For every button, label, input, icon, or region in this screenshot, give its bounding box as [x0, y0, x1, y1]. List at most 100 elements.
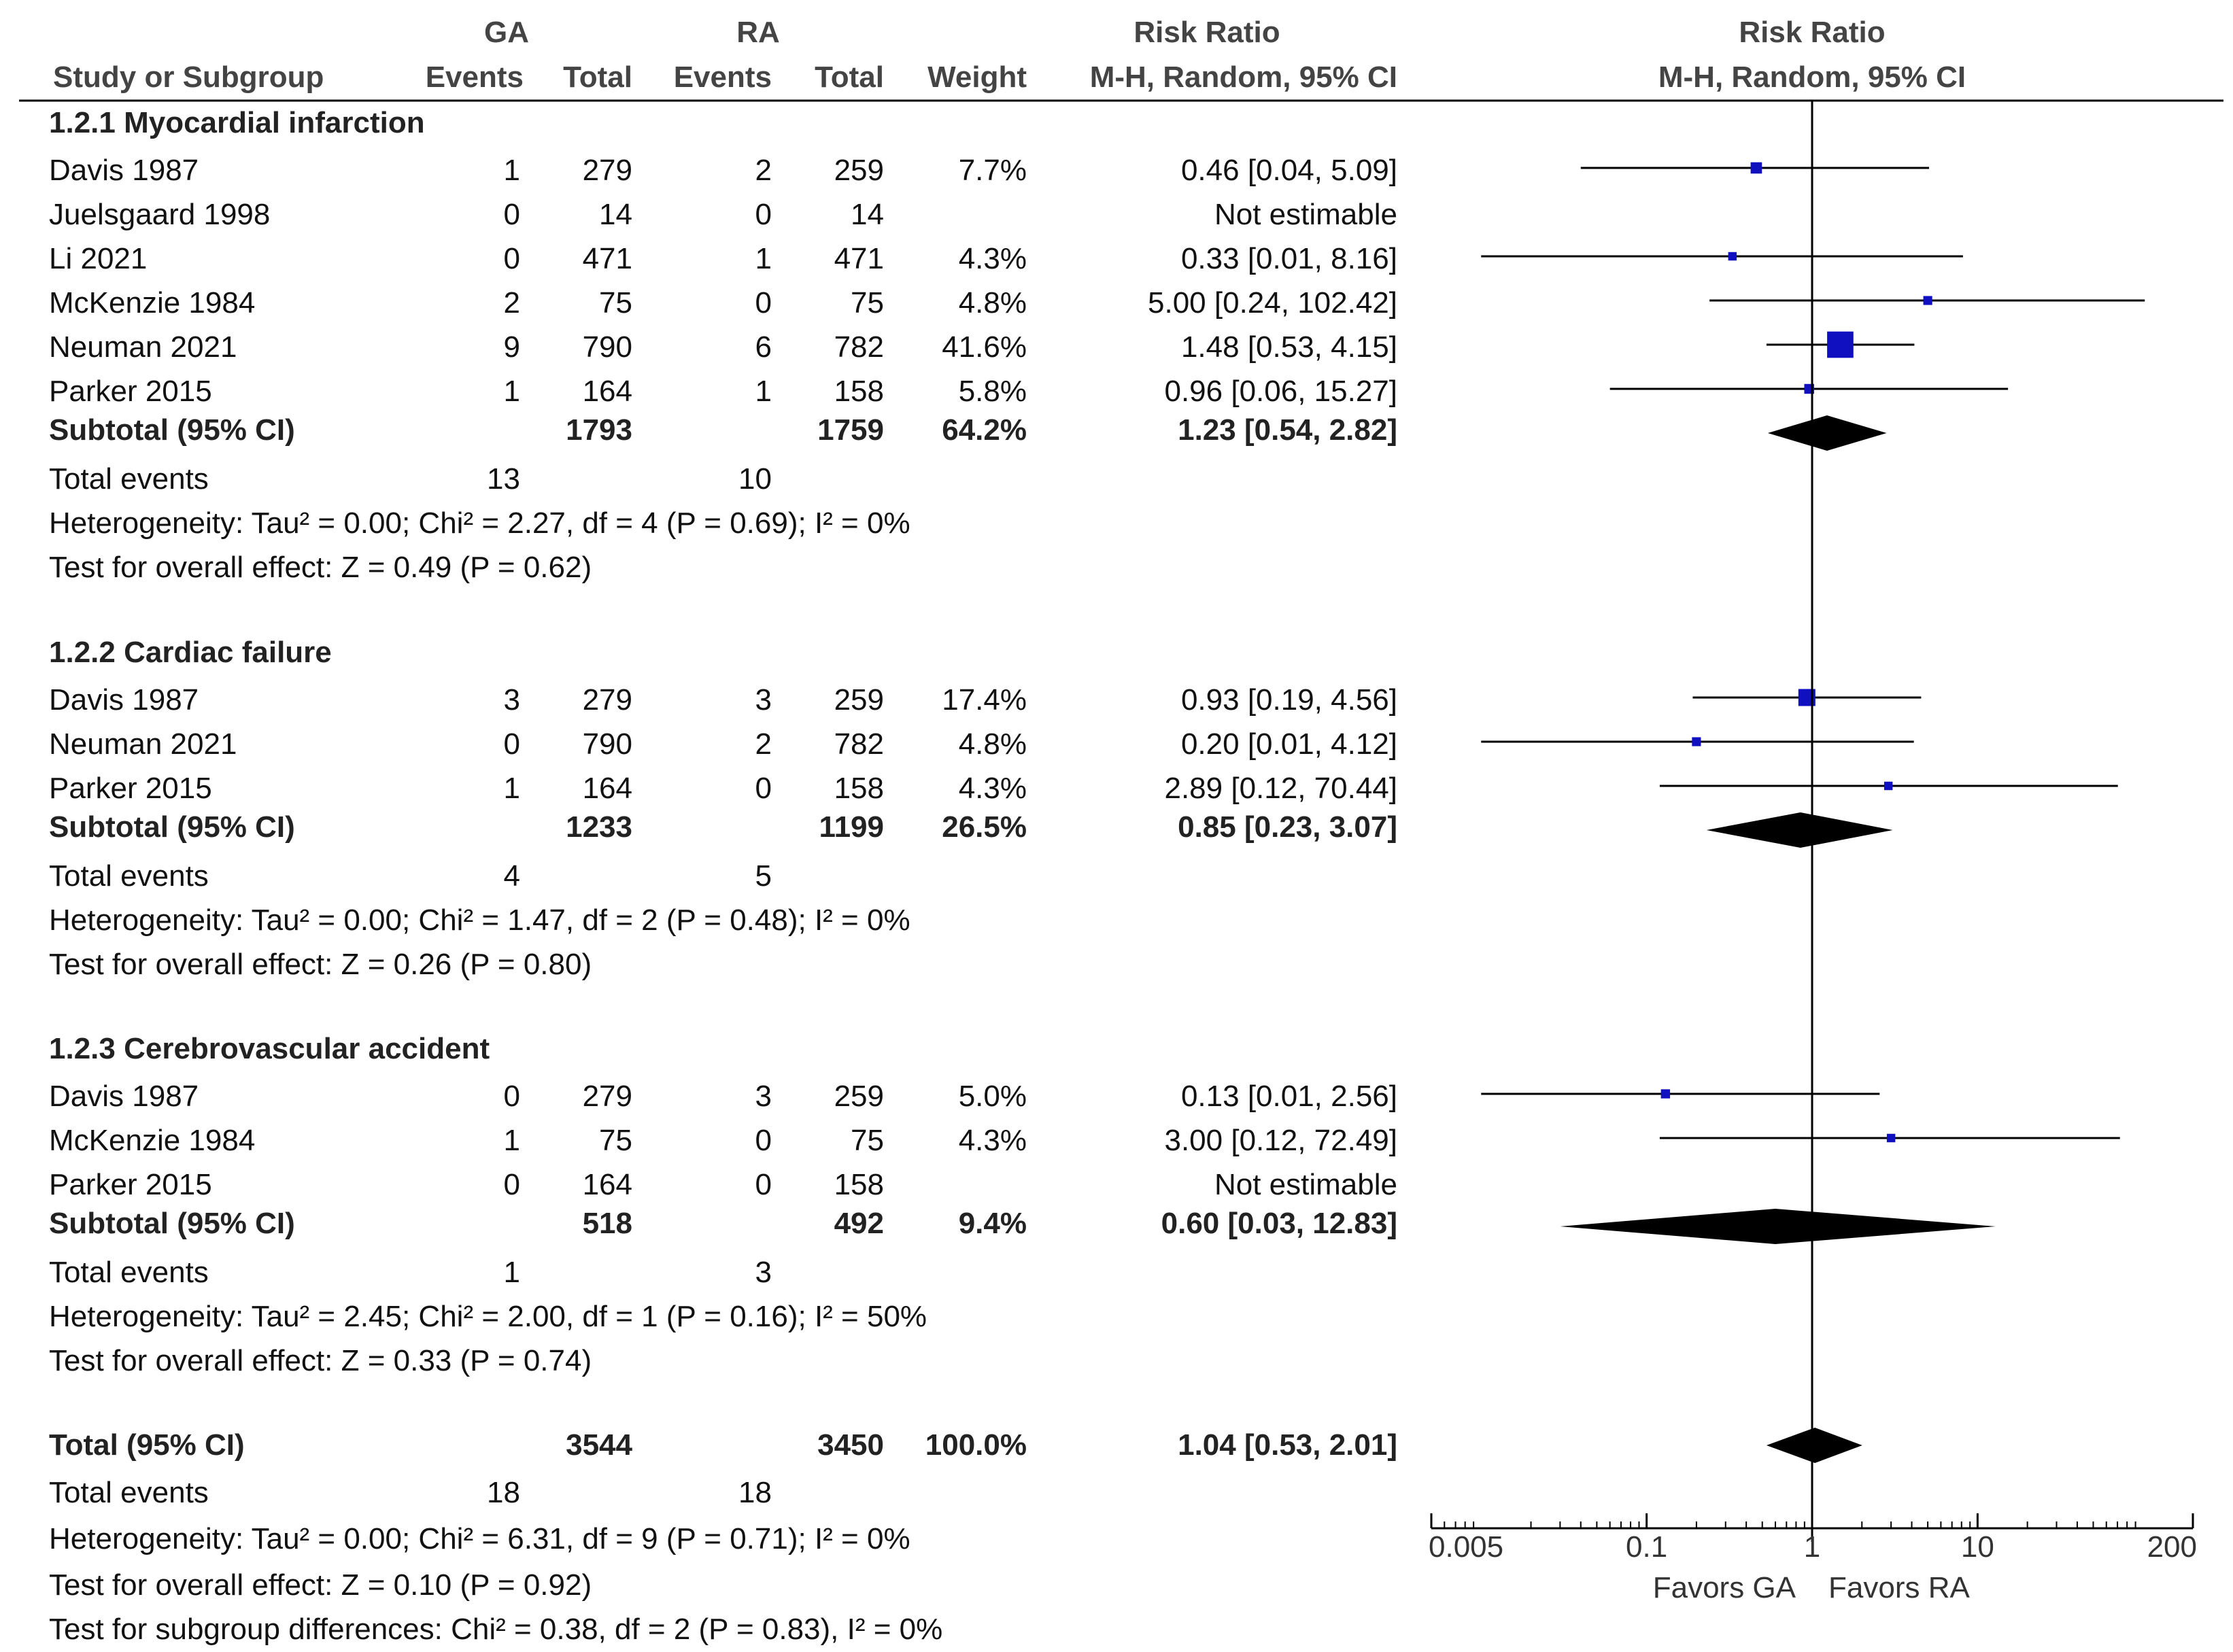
subgroup-title: 1.2.3 Cerebrovascular accident — [49, 1032, 490, 1065]
ga-total: 279 — [582, 1080, 632, 1113]
heterogeneity-text: Heterogeneity: Tau² = 2.45; Chi² = 2.00,… — [49, 1300, 927, 1333]
ga-total: 279 — [582, 683, 632, 717]
total-weight: 100.0% — [925, 1428, 1027, 1462]
ra-total: 158 — [834, 772, 884, 805]
subtotal-ci: 0.60 [0.03, 12.83] — [1161, 1207, 1397, 1240]
ga-total: 75 — [599, 286, 632, 320]
effect-square — [1827, 331, 1854, 358]
heterogeneity-text: Heterogeneity: Tau² = 0.00; Chi² = 1.47,… — [49, 904, 910, 937]
header-weight: Weight — [927, 61, 1027, 94]
subgroup-title: 1.2.1 Myocardial infarction — [49, 106, 425, 139]
total-events-label: Total events — [49, 1256, 209, 1289]
ga-events: 1 — [503, 772, 520, 805]
weight: 4.3% — [958, 242, 1027, 275]
ga-total: 14 — [599, 198, 632, 231]
ra-events: 2 — [755, 154, 772, 187]
ga-events: 3 — [503, 683, 520, 717]
subtotal-label: Subtotal (95% CI) — [49, 1207, 295, 1240]
tick-label: 0.1 — [1626, 1530, 1667, 1564]
study-name: Davis 1987 — [49, 1080, 199, 1113]
ga-total: 790 — [582, 727, 632, 761]
study-name: Li 2021 — [49, 242, 148, 275]
ra-total: 782 — [834, 727, 884, 761]
study-name: Neuman 2021 — [49, 727, 237, 761]
ci-text: 0.46 [0.04, 5.09] — [1180, 154, 1397, 187]
weight: 4.3% — [958, 772, 1027, 805]
ga-total: 164 — [582, 1168, 632, 1201]
weight: 4.8% — [958, 727, 1027, 761]
weight: 41.6% — [942, 330, 1027, 364]
total-ga-total: 3544 — [566, 1428, 632, 1462]
ra-total: 14 — [851, 198, 884, 231]
ra-total: 782 — [834, 330, 884, 364]
ga-events: 0 — [503, 198, 520, 231]
effect-square — [1886, 1133, 1896, 1143]
subtotal-ra-total: 492 — [834, 1207, 884, 1240]
total-events-ga: 4 — [503, 859, 520, 893]
ga-total: 790 — [582, 330, 632, 364]
subgroup-title: 1.2.2 Cardiac failure — [49, 636, 332, 669]
overall-effect-text: Test for overall effect: Z = 0.33 (P = 0… — [49, 1344, 592, 1377]
overall-effect-text: Test for overall effect: Z = 0.49 (P = 0… — [49, 551, 592, 584]
ga-events: 0 — [503, 1168, 520, 1201]
study-name: Parker 2015 — [49, 375, 212, 408]
effect-square — [1923, 296, 1932, 305]
header-study: Study or Subgroup — [53, 61, 324, 94]
ga-events: 1 — [503, 1124, 520, 1157]
ra-total: 259 — [834, 1080, 884, 1113]
ci-text: 0.20 [0.01, 4.12] — [1180, 727, 1397, 761]
ra-events: 0 — [755, 198, 772, 231]
effect-square — [1692, 737, 1701, 746]
header-method-plot: M-H, Random, 95% CI — [1658, 61, 1966, 94]
heterogeneity-text: Heterogeneity: Tau² = 0.00; Chi² = 6.31,… — [49, 1522, 910, 1555]
ci-text: 0.33 [0.01, 8.16] — [1180, 242, 1397, 275]
ci-text: 0.93 [0.19, 4.56] — [1180, 683, 1397, 717]
total-events-label: Total events — [49, 462, 209, 496]
ga-events: 0 — [503, 1080, 520, 1113]
ci-text: Not estimable — [1214, 1168, 1397, 1201]
ga-events: 1 — [503, 154, 520, 187]
subtotal-ci: 0.85 [0.23, 3.07] — [1178, 810, 1397, 844]
ra-total: 259 — [834, 683, 884, 717]
header-events-ra: Events — [673, 61, 772, 94]
weight: 7.7% — [958, 154, 1027, 187]
ra-total: 75 — [851, 286, 884, 320]
subtotal-weight: 26.5% — [942, 810, 1027, 844]
ra-total: 471 — [834, 242, 884, 275]
header-total-ra: Total — [815, 61, 884, 94]
study-name: McKenzie 1984 — [49, 1124, 256, 1157]
ra-events: 0 — [755, 286, 772, 320]
header-method: M-H, Random, 95% CI — [1089, 61, 1397, 94]
overall-effect-text: Test for overall effect: Z = 0.26 (P = 0… — [49, 948, 592, 981]
ga-events: 0 — [503, 727, 520, 761]
overall-effect-text: Test for overall effect: Z = 0.10 (P = 0… — [49, 1568, 592, 1602]
ra-total: 75 — [851, 1124, 884, 1157]
tick-label: 1 — [1804, 1530, 1820, 1564]
ci-text: Not estimable — [1214, 198, 1397, 231]
ra-events: 0 — [755, 772, 772, 805]
ga-total: 75 — [599, 1124, 632, 1157]
ci-text: 3.00 [0.12, 72.49] — [1164, 1124, 1397, 1157]
study-name: Neuman 2021 — [49, 330, 237, 364]
subgroup-differences-text: Test for subgroup differences: Chi² = 0.… — [49, 1613, 943, 1646]
weight: 5.0% — [958, 1080, 1027, 1113]
ga-total: 279 — [582, 154, 632, 187]
pooled-diamond — [1766, 1428, 1862, 1463]
header-events-ga: Events — [425, 61, 524, 94]
ci-text: 1.48 [0.53, 4.15] — [1180, 330, 1397, 364]
weight: 4.8% — [958, 286, 1027, 320]
total-ci: 1.04 [0.53, 2.01] — [1178, 1428, 1397, 1462]
total-label: Total (95% CI) — [49, 1428, 245, 1462]
subtotal-label: Subtotal (95% CI) — [49, 413, 295, 447]
ci-text: 5.00 [0.24, 102.42] — [1148, 286, 1397, 320]
pooled-diamond — [1706, 812, 1893, 848]
header-ra: RA — [736, 16, 780, 49]
study-name: Parker 2015 — [49, 1168, 212, 1201]
weight: 4.3% — [958, 1124, 1027, 1157]
effect-square — [1883, 781, 1893, 791]
ci-text: 0.96 [0.06, 15.27] — [1164, 375, 1397, 408]
subtotal-ra-total: 1199 — [819, 810, 884, 844]
header-risk-ratio-plot: Risk Ratio — [1739, 16, 1886, 49]
ci-text: 0.13 [0.01, 2.56] — [1180, 1080, 1397, 1113]
